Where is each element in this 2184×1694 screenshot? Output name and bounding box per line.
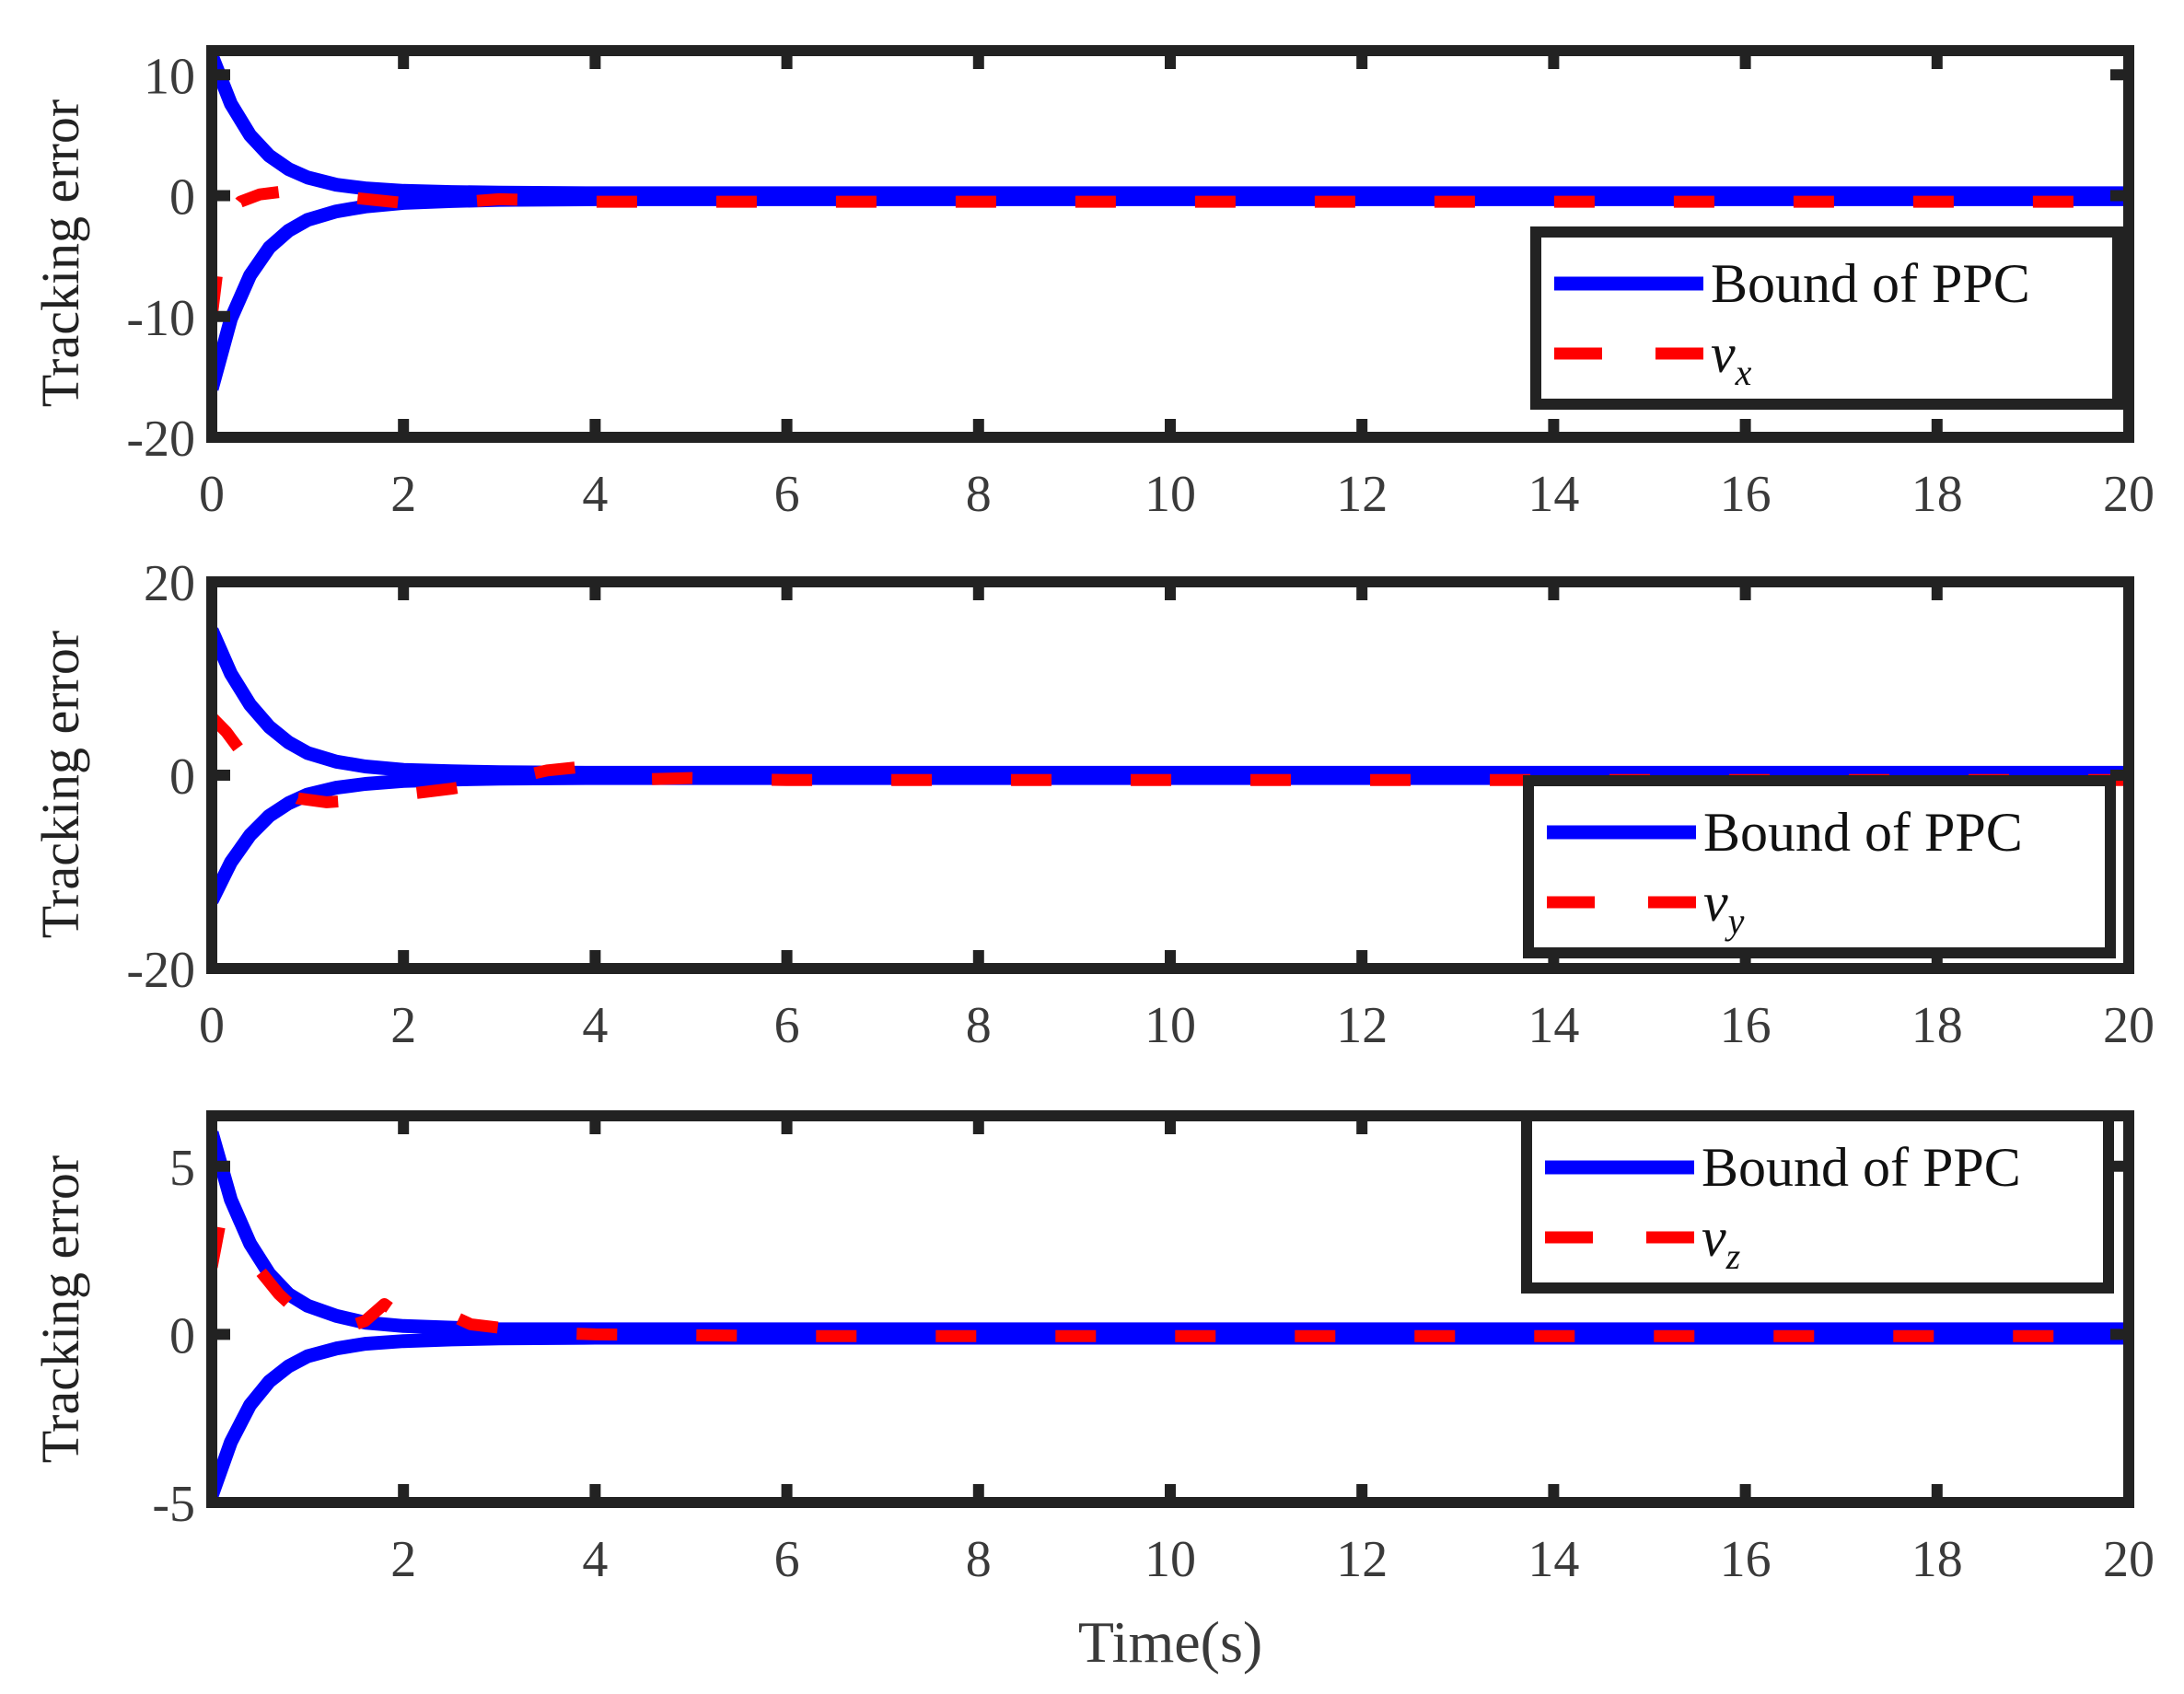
y-tick-label: -10 — [126, 290, 195, 347]
x-tick-label: 18 — [1911, 466, 1963, 523]
y-tick-label: 0 — [169, 748, 195, 806]
y-tick-label: -20 — [126, 411, 195, 468]
x-tick-label: 12 — [1336, 466, 1388, 523]
x-tick-label: 2 — [390, 997, 416, 1054]
x-tick-label: 8 — [966, 466, 992, 523]
axes-frame — [206, 45, 2134, 443]
x-tick-label: 16 — [1720, 466, 1772, 523]
x-tick-label: 2 — [390, 466, 416, 523]
x-tick-label: 8 — [966, 1531, 992, 1588]
x-tick-label: 4 — [582, 466, 608, 523]
chart-panel-3: 2 4 6 8 10 12 14 16 18 20 -5 0 5 Tracking error Bound … — [30, 1110, 2155, 1588]
x-tick-label: 10 — [1144, 1531, 1196, 1588]
legend-box — [1523, 775, 2116, 958]
x-tick-label: 10 — [1144, 466, 1196, 523]
y-axis-label: Tracking error — [30, 1155, 90, 1464]
y-axis-label: Tracking error — [30, 631, 90, 939]
legend-label-signal-subscript: z — [1725, 1236, 1741, 1277]
x-tick-label: 2 — [390, 1531, 416, 1588]
series-bound-upper — [212, 627, 2129, 780]
x-tick-label: 6 — [774, 466, 800, 523]
y-tick-label: 0 — [169, 169, 195, 226]
legend-label-signal-subscript: x — [1735, 352, 1752, 393]
x-tick-label: 20 — [2103, 466, 2155, 523]
x-tick-label: 12 — [1336, 1531, 1388, 1588]
axes-frame — [206, 1110, 2134, 1508]
y-tick-label: 20 — [144, 555, 195, 612]
y-tick-label: -5 — [152, 1476, 195, 1533]
series-bound-lower — [212, 1330, 2129, 1499]
x-tick-label: 4 — [582, 1531, 608, 1588]
x-axis-label: Time(s) — [1078, 1609, 1262, 1675]
x-tick-label: 10 — [1144, 997, 1196, 1054]
axes-frame — [206, 576, 2134, 974]
y-tick-label: 0 — [169, 1307, 195, 1364]
y-tick-label: 5 — [169, 1140, 195, 1197]
series-signal — [212, 186, 2129, 318]
x-tick-label: 8 — [966, 997, 992, 1054]
series-signal — [212, 713, 2129, 808]
x-tick-label: 14 — [1528, 466, 1579, 523]
x-tick-label: 12 — [1336, 997, 1388, 1054]
x-tick-label: 0 — [199, 466, 225, 523]
x-tick-label: 0 — [199, 997, 225, 1054]
y-tick-label: -20 — [126, 942, 195, 999]
series-bound-upper — [212, 52, 2129, 201]
x-tick-label: 14 — [1528, 1531, 1579, 1588]
x-tick-label: 6 — [774, 1531, 800, 1588]
x-tick-label: 6 — [774, 997, 800, 1054]
series-bound-lower — [212, 771, 2129, 904]
x-tick-label: 20 — [2103, 997, 2155, 1054]
legend-box — [1530, 226, 2123, 410]
legend-label-bound: Bound of PPC — [1702, 1137, 2021, 1198]
legend-label-bound: Bound of PPC — [1711, 253, 2030, 314]
legend-label-signal-subscript: y — [1725, 900, 1745, 942]
x-tick-label: 16 — [1720, 1531, 1772, 1588]
y-tick-label: 10 — [144, 48, 195, 105]
legend-label-bound: Bound of PPC — [1703, 802, 2023, 863]
y-axis-label: Tracking error — [30, 99, 90, 408]
x-tick-label: 20 — [2103, 1531, 2155, 1588]
x-tick-label: 18 — [1911, 1531, 1963, 1588]
x-tick-label: 14 — [1528, 997, 1579, 1054]
legend-box — [1521, 1110, 2114, 1294]
x-tick-label: 4 — [582, 997, 608, 1054]
x-tick-label: 18 — [1911, 997, 1963, 1054]
chart-panel-1: 0 2 4 6 8 10 12 14 16 18 20 -20 -10 0 10 Tracking error… — [30, 45, 2155, 523]
x-tick-label: 16 — [1720, 997, 1772, 1054]
